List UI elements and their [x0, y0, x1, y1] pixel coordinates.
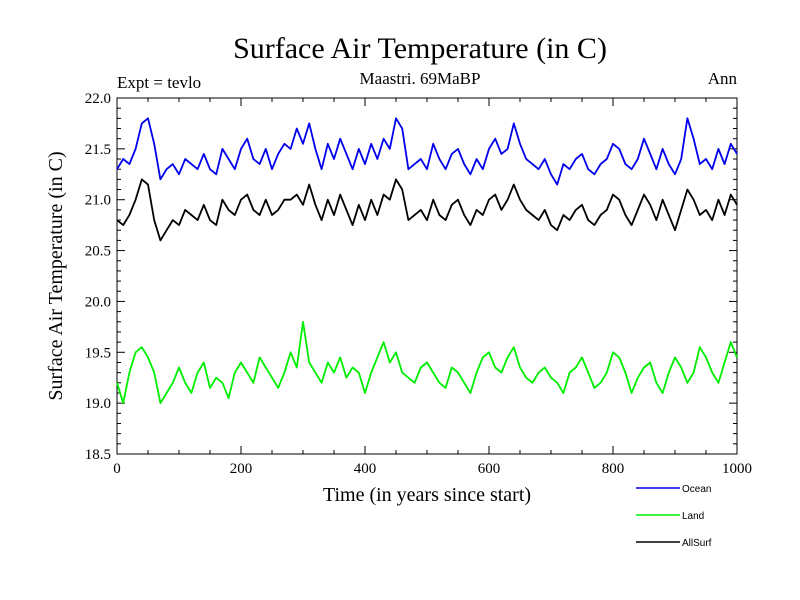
- legend-label-land: Land: [682, 511, 704, 522]
- y-tick-label: 21.5: [85, 142, 111, 158]
- chart-title: Surface Air Temperature (in C): [233, 32, 607, 65]
- y-tick-label: 22.0: [85, 91, 111, 107]
- legend-label-ocean: Ocean: [682, 484, 711, 495]
- y-tick-label: 18.5: [85, 447, 111, 463]
- chart-header: Surface Air Temperature (in C) Expt = te…: [117, 32, 737, 92]
- y-tick-label: 20.0: [85, 294, 111, 310]
- subtitle-center: Maastri. 69MaBP: [360, 69, 481, 88]
- x-tick-label: 200: [230, 461, 253, 477]
- series-line-land: [116, 320, 738, 405]
- x-tick-label: 1000: [722, 461, 752, 477]
- x-tick-label: 800: [602, 461, 625, 477]
- series-line-allsurf: [116, 178, 738, 242]
- y-tick-label: 21.0: [85, 193, 111, 209]
- plot-frame: [116, 97, 738, 455]
- legend: Ocean Land AllSurf: [636, 484, 712, 549]
- series-line-ocean: [116, 117, 738, 186]
- y-tick-label: 20.5: [85, 244, 111, 260]
- data-series: [116, 117, 738, 405]
- axis-ticks: 0 200 400 600 800 1000 18.5 19.0 19.5 20.0 20.5 21.…: [85, 91, 752, 477]
- x-axis-label: Time (in years since start): [323, 484, 531, 506]
- y-axis-label: Surface Air Temperature (in C): [45, 151, 67, 400]
- y-tick-label: 19.5: [85, 345, 111, 361]
- y-tick-label: 19.0: [85, 396, 111, 412]
- x-tick-label: 400: [354, 461, 377, 477]
- x-tick-label: 600: [478, 461, 501, 477]
- subtitle-left: Expt = tevlo: [117, 73, 201, 92]
- subtitle-right: Ann: [708, 69, 738, 88]
- x-tick-label: 0: [113, 461, 121, 477]
- legend-label-allsurf: AllSurf: [682, 538, 712, 549]
